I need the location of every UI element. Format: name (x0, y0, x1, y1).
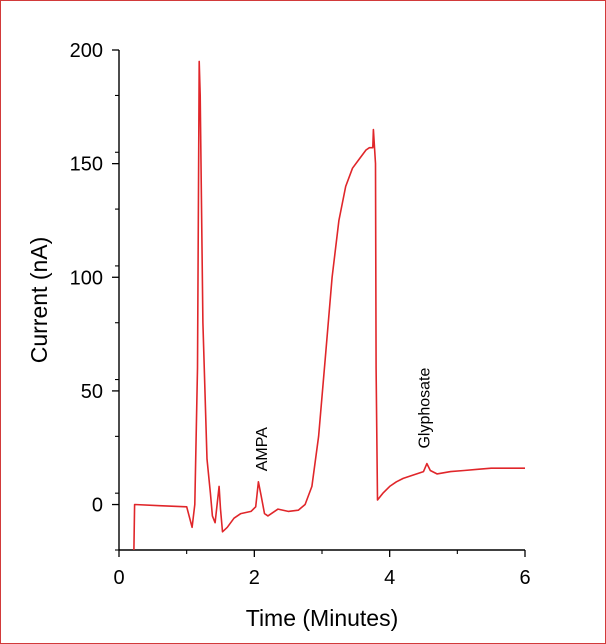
x-tick-label: 0 (113, 567, 124, 589)
ticks (112, 49, 526, 557)
y-tick-label: 50 (81, 381, 103, 403)
y-tick-label: 150 (70, 154, 103, 176)
y-tick-label: 100 (70, 267, 103, 289)
annotations: AMPA Glyphosate (254, 368, 433, 472)
series-line (133, 60, 525, 551)
annotation-label: Glyphosate (417, 368, 434, 449)
x-tick-label: 2 (249, 567, 260, 589)
axes (118, 50, 525, 551)
tick-labels: 0 50 100 150 200 0 2 4 6 (70, 40, 531, 589)
y-tick-label: 200 (70, 40, 103, 62)
x-axis-label: Time (Minutes) (246, 605, 399, 631)
annotation-label: AMPA (254, 427, 271, 471)
y-axis-label: Current (nA) (26, 237, 52, 364)
x-tick-label: 4 (384, 567, 395, 589)
x-tick-label: 6 (519, 567, 530, 589)
y-tick-label: 0 (92, 495, 103, 517)
